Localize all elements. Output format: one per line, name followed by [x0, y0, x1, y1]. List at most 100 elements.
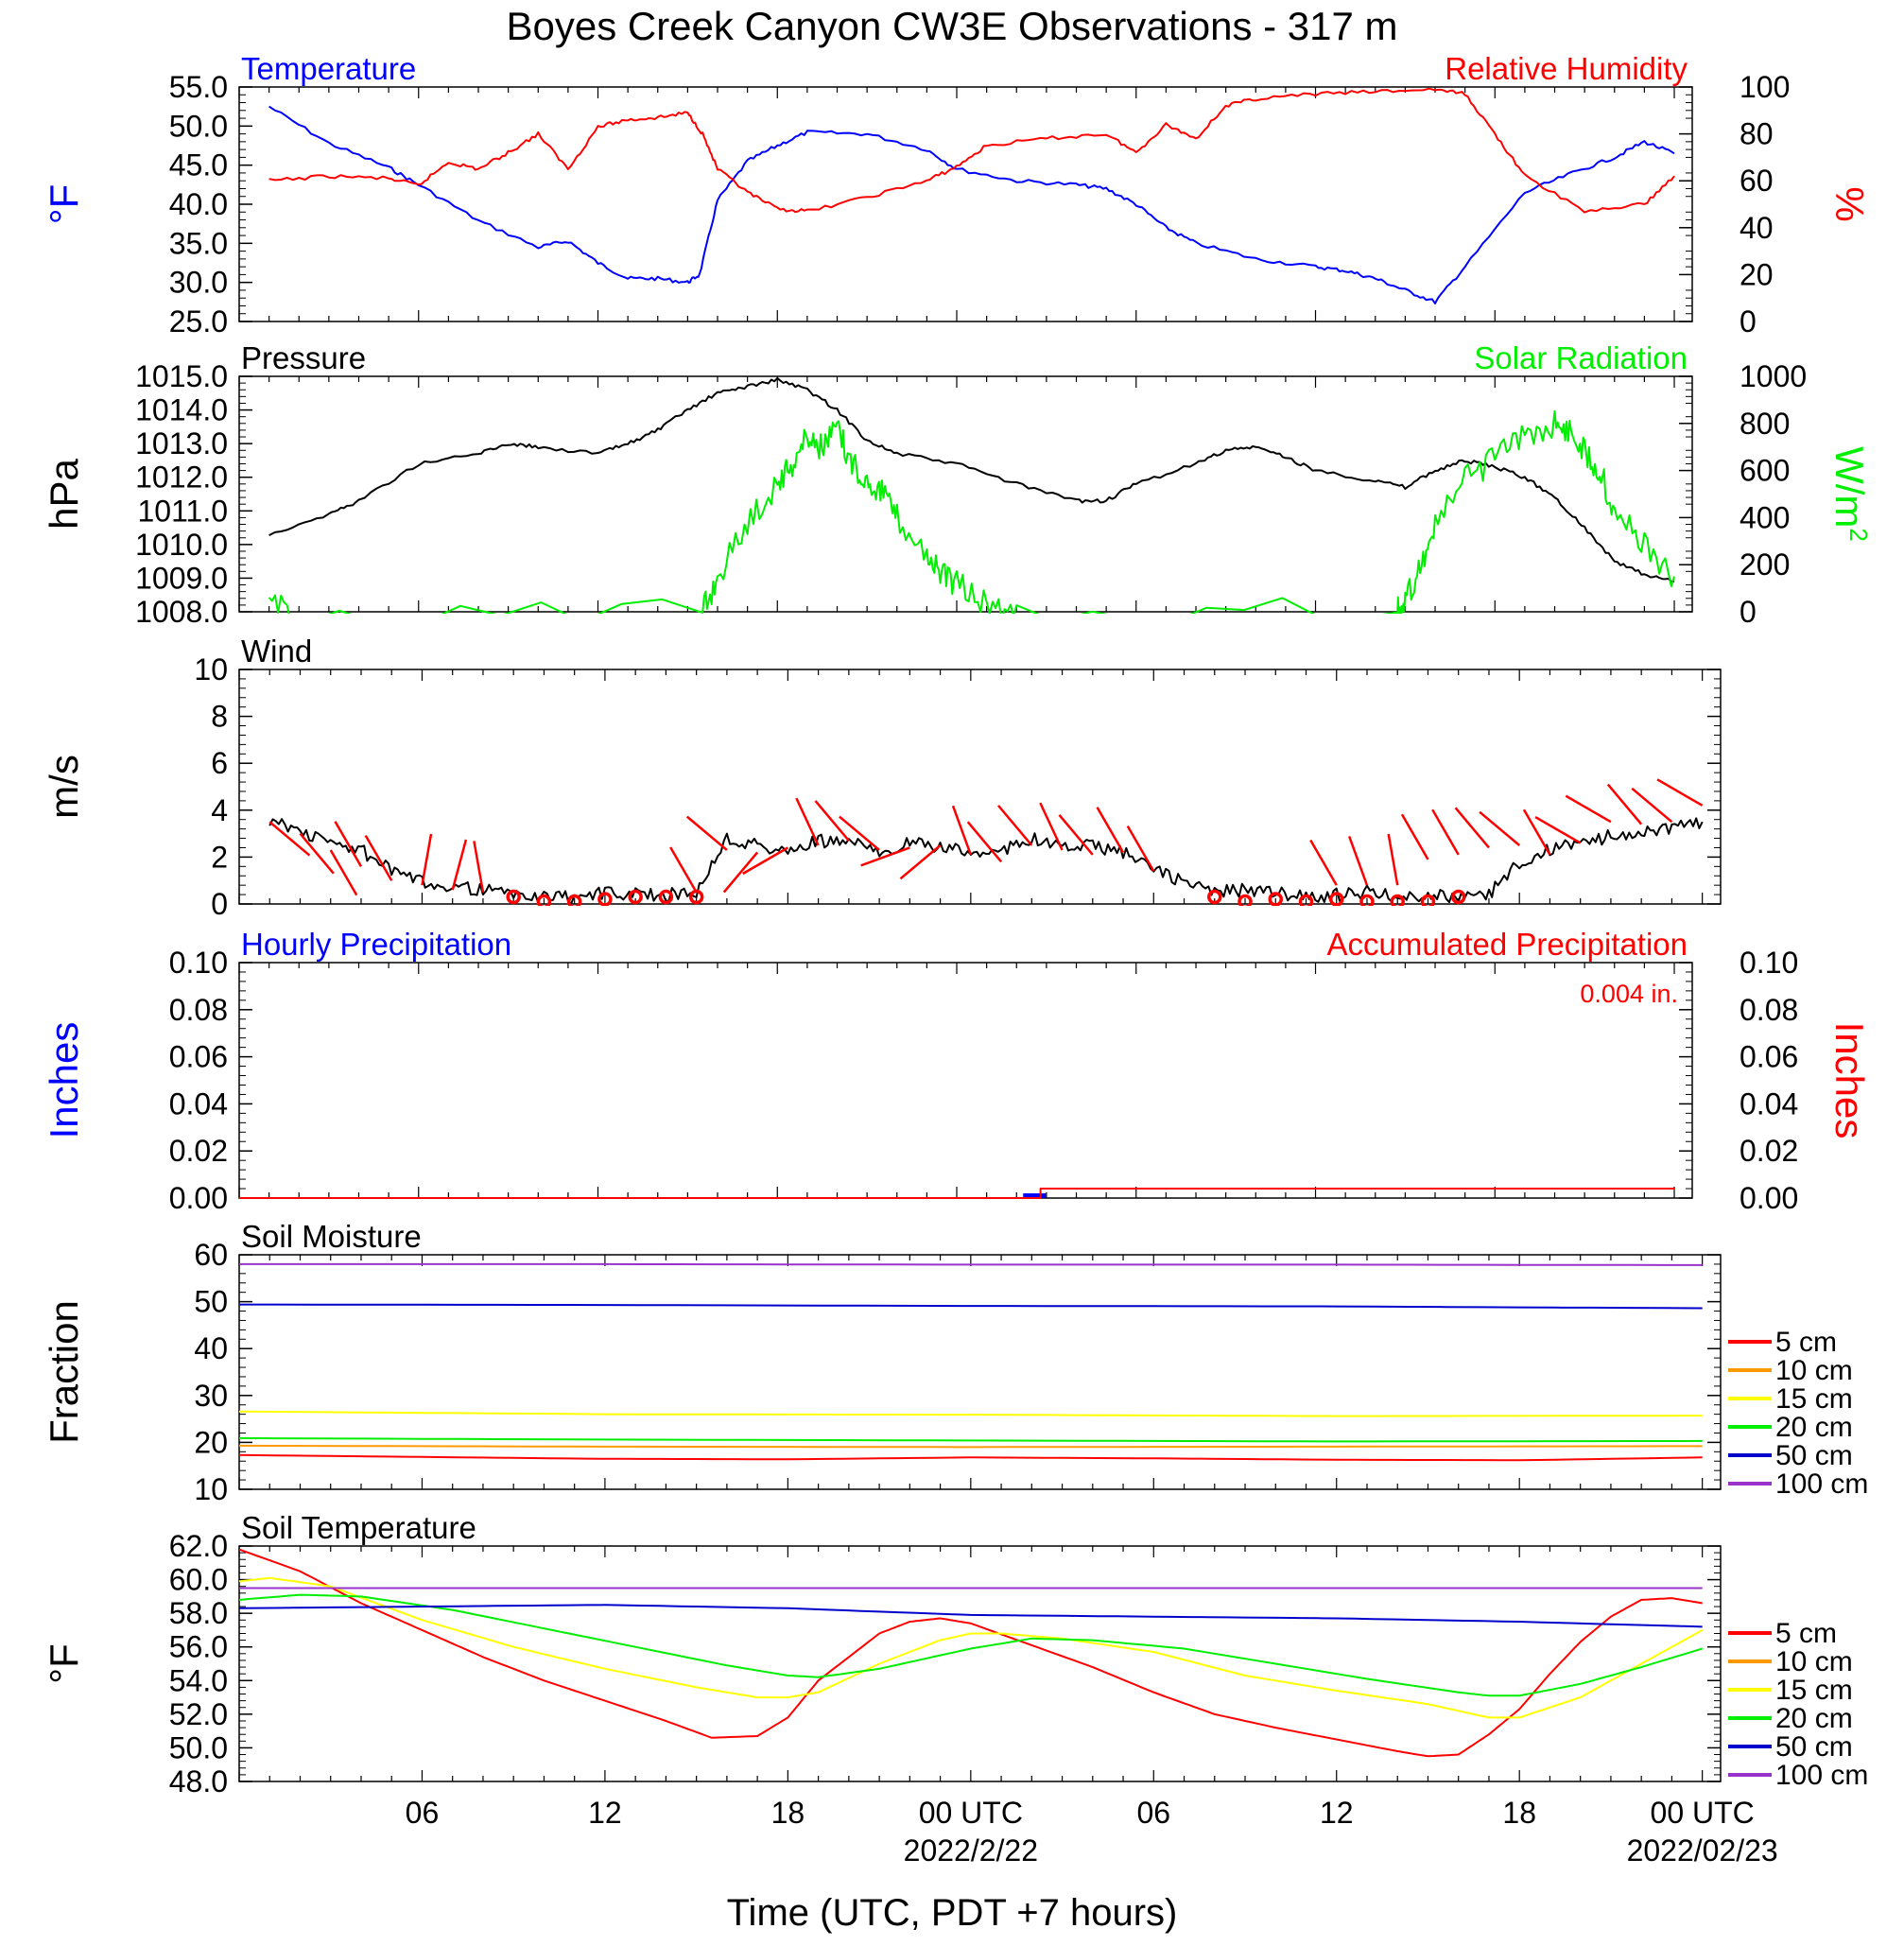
x-tick-label: 06: [406, 1796, 440, 1830]
series-line-5-cm: [239, 1548, 1703, 1758]
y-tick-label-left: 40: [194, 1331, 228, 1365]
wind-barb: [473, 841, 485, 893]
series-line-right-0: [239, 1188, 1674, 1199]
legend-entry: 20 cm: [1775, 1703, 1853, 1734]
wind-barb: [451, 839, 468, 891]
y-tick-label-right: 0.10: [1740, 946, 1798, 980]
y-tick-label-left: 60: [194, 1238, 228, 1272]
wind-barb: [1606, 783, 1643, 825]
wind-barb: [334, 821, 363, 867]
y-tick-label-left: 10: [194, 1472, 228, 1506]
wind-barb: [1058, 813, 1094, 856]
calm-wind-marker: [1207, 889, 1222, 905]
wind-barb: [1631, 787, 1673, 824]
y-tick-label-left: 50.0: [169, 1730, 228, 1764]
y-tick-label-right: 800: [1740, 407, 1790, 441]
wind-barb: [1039, 802, 1064, 851]
x-tick-label: 12: [588, 1796, 622, 1830]
y-tick-label-left: 25.0: [169, 304, 228, 339]
legend-entry: 15 cm: [1775, 1675, 1853, 1706]
panel-left-title: Pressure: [241, 340, 366, 375]
y-tick-label-left: 35.0: [169, 226, 228, 260]
y-tick-label-right: 0.06: [1740, 1040, 1798, 1074]
y-tick-label-right: 80: [1740, 117, 1774, 151]
wind-barb: [860, 846, 910, 867]
x-date-label: 2022/02/23: [1627, 1833, 1778, 1868]
series-line-50-cm: [239, 1303, 1703, 1310]
y-tick-label-right: 400: [1740, 500, 1790, 534]
y-tick-label-left: 10: [194, 652, 228, 686]
series-line-10-cm: [239, 1444, 1703, 1449]
y-tick-label-right: 100: [1740, 70, 1790, 104]
series-line-20-cm: [239, 1436, 1703, 1443]
wind-barb: [1454, 807, 1490, 849]
y-axis-label-left: °F: [42, 1643, 86, 1683]
y-tick-label-left: 20: [194, 1425, 228, 1459]
legend-entry: 15 cm: [1775, 1383, 1853, 1415]
legend-entry: 50 cm: [1775, 1440, 1853, 1471]
x-tick-label: 00 UTC: [919, 1796, 1023, 1830]
panel-left-title: Soil Moisture: [241, 1219, 422, 1254]
y-tick-label-right: 0.02: [1740, 1134, 1798, 1168]
y-tick-label-left: 1010.0: [135, 528, 228, 562]
x-tick-label: 00 UTC: [1651, 1796, 1755, 1830]
series-line-left-0: [268, 105, 1675, 304]
panel-frame: [238, 669, 1722, 905]
series-line-left-0: [268, 817, 1704, 905]
wind-barb: [742, 846, 788, 876]
calm-wind-marker: [1390, 894, 1405, 906]
wind-barb: [1656, 778, 1704, 807]
precip-bar: [1023, 1193, 1047, 1198]
x-tick-label: 18: [1502, 1796, 1536, 1830]
y-tick-label-left: 58.0: [169, 1596, 228, 1630]
panel-frame: [238, 1254, 1722, 1490]
wind-barb: [1096, 807, 1125, 854]
y-tick-label-left: 2: [211, 840, 228, 874]
legend-entry: 10 cm: [1775, 1646, 1853, 1677]
panel-right-title: Accumulated Precipitation: [1326, 927, 1688, 962]
y-tick-label-left: 55.0: [169, 70, 228, 104]
panel-data: [239, 1188, 1674, 1199]
legend-entry: 100 cm: [1775, 1760, 1868, 1791]
y-tick-label-left: 1015.0: [135, 359, 228, 393]
y-axis-label-right: %: [1827, 186, 1872, 221]
series-line-right-1: [268, 409, 1675, 614]
y-tick-label-right: 1000: [1740, 359, 1807, 393]
y-tick-label-left: 8: [211, 700, 228, 734]
wind-barb: [1534, 815, 1582, 844]
panel-data: [268, 778, 1704, 906]
panel-4: 0.10 0.08 0.06 0.04 0.02 0.00 0.10 0.08 0.06 0.04…: [42, 927, 1872, 1215]
y-tick-label-left: 45.0: [169, 148, 228, 182]
y-tick-label-right: 200: [1740, 547, 1790, 582]
panel-1: 55.0 50.0 45.0 40.0 35.0 30.0 25.0 100 80 60 40 20 0…: [42, 51, 1872, 339]
y-tick-label-left: 0.04: [169, 1086, 228, 1121]
y-tick-label-left: 4: [211, 793, 228, 827]
y-tick-label-right: 600: [1740, 454, 1790, 488]
wind-barb: [1565, 794, 1612, 824]
y-tick-label-left: 1008.0: [135, 595, 228, 629]
wind-barb: [722, 851, 759, 894]
legend-entry: 5 cm: [1775, 1327, 1837, 1358]
y-tick-label-right: 0.04: [1740, 1086, 1798, 1121]
wind-barb: [997, 805, 1033, 846]
precip-total-annotation: 0.004 in.: [1580, 980, 1678, 1008]
y-tick-label-right: 0.00: [1740, 1181, 1798, 1215]
calm-wind-marker: [597, 892, 613, 906]
calm-wind-marker: [1359, 894, 1375, 906]
panel-2: 1015.01014.01013.01012.01011.01010.01009…: [42, 340, 1873, 629]
panel-frame: [238, 962, 1693, 1199]
y-tick-label-left: 0.06: [169, 1040, 228, 1074]
panel-5: 60 50 40 30 20 10 Soil Moisture Fraction 5 cm10 …: [42, 1219, 1868, 1506]
panel-frame: [238, 86, 1693, 322]
y-tick-label-right: 60: [1740, 164, 1774, 198]
series-line-5-cm: [239, 1453, 1703, 1462]
legend-entry: 100 cm: [1775, 1468, 1868, 1500]
wind-barb: [1309, 839, 1338, 886]
x-date-label: 2022/2/22: [904, 1833, 1038, 1868]
legend-entry: 20 cm: [1775, 1412, 1853, 1443]
y-axis-label-left: hPa: [42, 458, 86, 529]
panel-left-title: Hourly Precipitation: [241, 927, 511, 962]
wind-barb: [364, 834, 393, 881]
calm-wind-marker: [628, 889, 643, 905]
y-tick-label-left: 1012.0: [135, 460, 228, 495]
